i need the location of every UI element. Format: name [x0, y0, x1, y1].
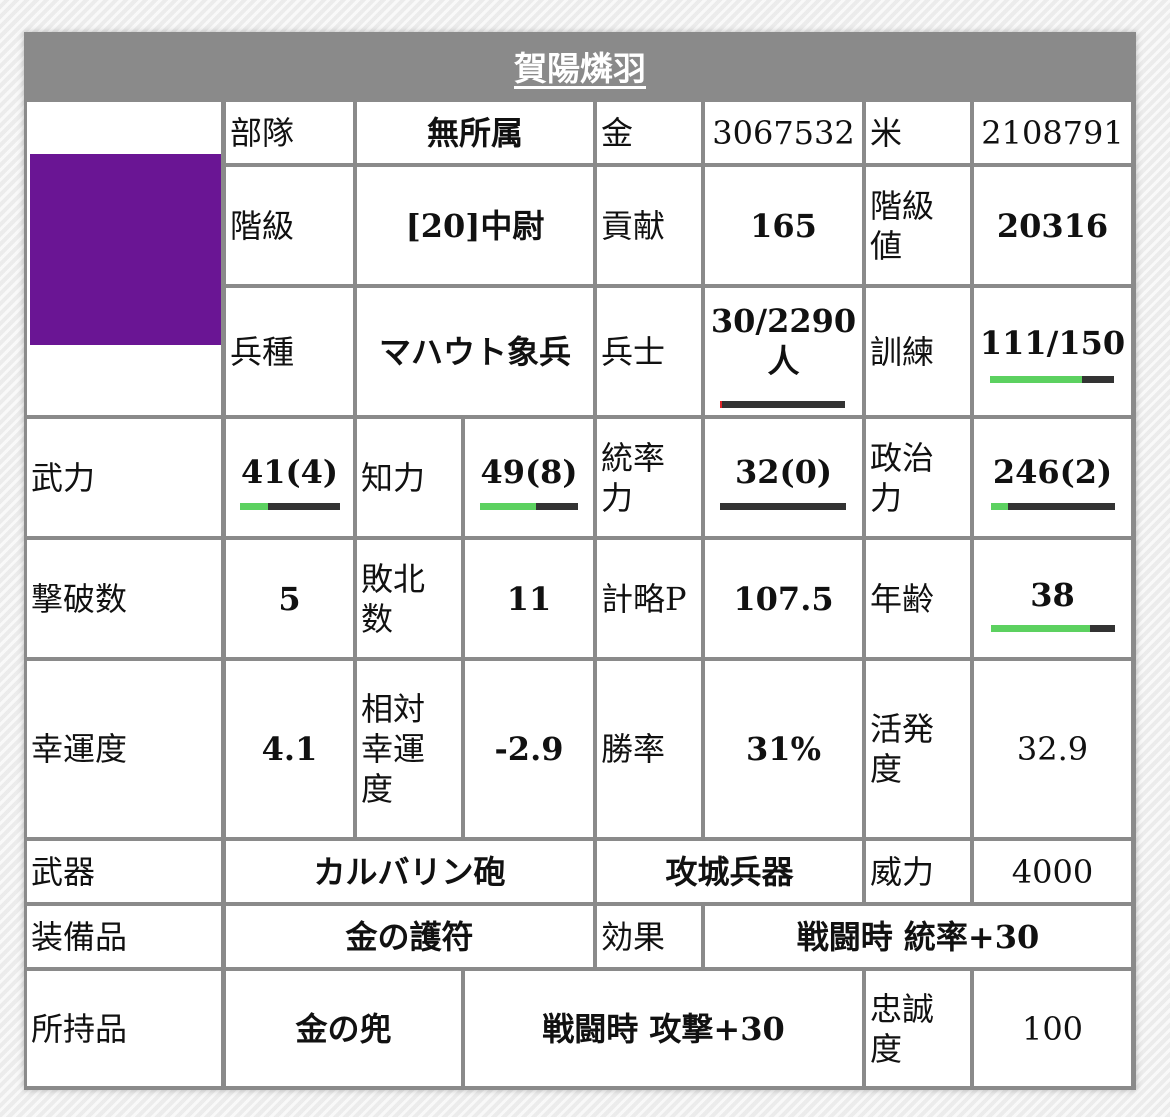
intelligence-bar-fill — [480, 503, 536, 510]
training-value: 111/150 — [979, 324, 1126, 362]
soldiers-bar-fill — [720, 401, 722, 408]
loyalty-label: 忠誠度 — [866, 971, 970, 1086]
rice-value: 2108791 — [974, 102, 1131, 163]
leadership-bar — [720, 503, 846, 510]
relative-luck-value: -2.9 — [465, 661, 593, 837]
effect-label: 効果 — [597, 906, 701, 967]
gold-label: 金 — [597, 102, 701, 163]
item-effect-value: 戦闘時 攻撃+30 — [465, 971, 862, 1086]
character-status-card: 賀陽燐羽 部隊 無所属 金 3067532 米 2108791 階級 [20]中… — [24, 32, 1136, 1090]
troop-type-label: 兵種 — [226, 288, 353, 415]
training-bar-fill — [990, 376, 1082, 383]
portrait-cell — [27, 102, 221, 415]
intelligence-value: 49(8) — [480, 453, 578, 491]
unit-value: 無所属 — [357, 102, 593, 163]
contribution-label: 貢献 — [597, 167, 701, 284]
defeats-label: 敗北数 — [357, 540, 461, 657]
defeats-value: 11 — [465, 540, 593, 657]
rank-points-value: 20316 — [974, 167, 1131, 284]
soldiers-value: 30/2290人 — [710, 302, 857, 380]
strategy-points-value: 107.5 — [705, 540, 862, 657]
power-value: 4000 — [974, 841, 1131, 902]
contribution-value: 165 — [705, 167, 862, 284]
age-value: 38 — [1030, 576, 1075, 614]
power-label: 威力 — [866, 841, 970, 902]
weapon-type-value: 攻城兵器 — [597, 841, 862, 902]
character-portrait — [30, 154, 221, 345]
character-name-title[interactable]: 賀陽燐羽 — [514, 49, 646, 88]
rank-value: [20]中尉 — [357, 167, 593, 284]
soldiers-label: 兵士 — [597, 288, 701, 415]
intelligence-cell: 49(8) — [465, 419, 593, 536]
rank-label: 階級 — [226, 167, 353, 284]
training-bar — [990, 376, 1114, 383]
luck-label: 幸運度 — [27, 661, 221, 837]
age-cell: 38 — [974, 540, 1131, 657]
intelligence-bar — [480, 503, 578, 510]
age-label: 年齢 — [866, 540, 970, 657]
leadership-label: 統率力 — [597, 419, 701, 536]
age-bar — [991, 625, 1115, 632]
politics-bar-fill — [991, 503, 1009, 510]
intelligence-label: 知力 — [357, 419, 461, 536]
kills-value: 5 — [226, 540, 353, 657]
politics-bar — [991, 503, 1115, 510]
win-rate-label: 勝率 — [597, 661, 701, 837]
rank-points-label: 階級値 — [866, 167, 970, 284]
age-bar-fill — [991, 625, 1091, 632]
items-label: 所持品 — [27, 971, 221, 1086]
activity-value: 32.9 — [974, 661, 1131, 837]
loyalty-value: 100 — [974, 971, 1131, 1086]
weapon-label: 武器 — [27, 841, 221, 902]
strength-cell: 41(4) — [226, 419, 353, 536]
kills-label: 撃破数 — [27, 540, 221, 657]
politics-cell: 246(2) — [974, 419, 1131, 536]
effect-value: 戦闘時 統率+30 — [705, 906, 1131, 967]
training-label: 訓練 — [866, 288, 970, 415]
strength-bar-fill — [240, 503, 268, 510]
weapon-value[interactable]: カルバリン砲 — [226, 841, 593, 902]
troop-type-value: マハウト象兵 — [357, 288, 593, 415]
rice-label: 米 — [866, 102, 970, 163]
activity-label: 活発度 — [866, 661, 970, 837]
luck-value: 4.1 — [226, 661, 353, 837]
strength-bar — [240, 503, 340, 510]
equipment-value[interactable]: 金の護符 — [226, 906, 593, 967]
unit-label: 部隊 — [226, 102, 353, 163]
soldiers-cell: 30/2290人 — [705, 288, 862, 415]
relative-luck-label: 相対幸運度 — [357, 661, 461, 837]
gold-value: 3067532 — [705, 102, 862, 163]
leadership-cell: 32(0) — [705, 419, 862, 536]
strength-value: 41(4) — [240, 453, 339, 491]
equipment-label: 装備品 — [27, 906, 221, 967]
politics-value: 246(2) — [992, 453, 1113, 491]
training-cell: 111/150 — [974, 288, 1131, 415]
soldiers-bar — [720, 401, 845, 408]
strategy-points-label: 計略P — [597, 540, 701, 657]
win-rate-value: 31% — [705, 661, 862, 837]
strength-label: 武力 — [27, 419, 221, 536]
leadership-value: 32(0) — [734, 453, 833, 491]
politics-label: 政治力 — [866, 419, 970, 536]
item-value[interactable]: 金の兜 — [226, 971, 461, 1086]
